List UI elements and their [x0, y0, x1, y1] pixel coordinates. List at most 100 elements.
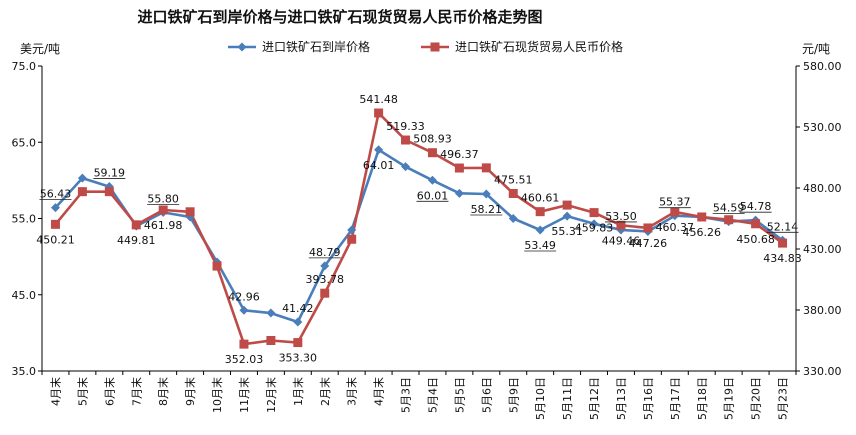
x-tick-label: 5月17日	[669, 377, 682, 420]
series-2-marker	[77, 187, 87, 197]
x-tick-label: 5月20日	[750, 377, 763, 420]
data-label: 53.50	[605, 210, 637, 223]
right-y-tick-label: 480.00	[803, 182, 842, 195]
x-tick-label: 3月末	[345, 377, 359, 406]
data-label: 475.51	[494, 173, 533, 186]
data-label: 460.37	[656, 221, 695, 234]
series-2-marker	[131, 220, 141, 230]
series-line-2	[54, 111, 784, 346]
data-label: 460.61	[521, 192, 560, 205]
x-tick-label: 5月23日	[777, 377, 790, 420]
series-2-marker	[778, 238, 788, 248]
data-label: 59.19	[94, 167, 126, 180]
x-tick-label: 7月末	[129, 377, 143, 406]
legend-label-series-1: 进口铁矿石到岸价格	[262, 39, 370, 54]
series-1-marker	[77, 173, 87, 183]
series-lines	[54, 111, 784, 346]
right-axis-unit: 元/吨	[802, 42, 830, 56]
x-tick-label: 1月末	[291, 377, 305, 406]
series-2-marker	[643, 223, 653, 233]
data-label: 519.33	[386, 120, 425, 133]
series-1-marker	[508, 214, 518, 223]
series-line-1	[54, 148, 784, 324]
right-y-tick-label: 430.00	[803, 243, 842, 256]
series-1-marker	[320, 261, 330, 271]
x-tick-label: 5月4日	[426, 377, 439, 413]
data-label: 56.43	[40, 188, 72, 201]
series-2-marker	[427, 148, 437, 158]
data-label: 353.30	[279, 352, 318, 365]
left-y-tick-label: 55.0	[12, 213, 37, 226]
data-label: 42.96	[228, 290, 260, 303]
data-label: 456.26	[683, 226, 722, 239]
left-y-tick-label: 65.0	[12, 136, 37, 149]
series-2-marker	[454, 163, 464, 173]
x-tick-label: 5月6日	[480, 377, 493, 413]
series-2-marker	[347, 234, 357, 244]
series-2-marker	[50, 219, 60, 229]
x-tick-label: 5月13日	[615, 377, 628, 420]
x-tick-label: 5月19日	[723, 377, 736, 420]
series-2-marker	[670, 207, 680, 217]
series-2-marker	[562, 200, 572, 210]
markers	[50, 108, 788, 349]
x-tick-label: 5月5日	[453, 377, 466, 413]
series-2-marker	[589, 208, 599, 218]
data-label: 52.14	[767, 220, 799, 233]
x-tick-label: 9月末	[183, 377, 197, 406]
left-y-tick-label: 75.0	[12, 60, 37, 73]
legend: 进口铁矿石到岸价格 进口铁矿石现货贸易人民币价格	[228, 39, 623, 54]
data-label: 449.46	[602, 234, 641, 247]
series-2-marker	[751, 219, 761, 229]
chart-title: 进口铁矿石到岸价格与进口铁矿石现货贸易人民币价格走势图	[137, 8, 542, 26]
x-tick-label: 5月18日	[696, 377, 709, 420]
data-label: 54.59	[713, 202, 745, 215]
series-2-marker	[104, 187, 114, 197]
series-2-marker	[212, 261, 222, 271]
x-tick-label: 4月末	[48, 377, 62, 406]
data-labels: 56.43 59.19 55.80 42.96 41.42 48.79 64.01 60.01…	[36, 93, 802, 366]
x-tick-label: 10月末	[210, 377, 224, 413]
series-1-marker	[427, 175, 437, 185]
series-1-marker	[293, 317, 303, 327]
series-2-marker	[320, 288, 330, 298]
series-2-marker	[293, 338, 303, 348]
x-tick-label: 8月末	[156, 377, 170, 406]
legend-marker-series-1	[237, 42, 247, 52]
x-tick-label: 12月末	[264, 377, 278, 413]
data-label: 60.01	[417, 189, 449, 202]
data-label: 459.83	[575, 222, 614, 235]
x-tick-label: 2月末	[318, 377, 332, 406]
x-tick-label: 5月3日	[400, 377, 413, 413]
data-label: 48.79	[309, 246, 341, 259]
series-2-marker	[401, 135, 411, 145]
data-label: 55.80	[147, 192, 179, 205]
series-1-marker	[266, 308, 276, 318]
x-tick-label: 5月9日	[507, 377, 520, 413]
legend-marker-series-2	[430, 42, 440, 52]
data-label: 41.42	[282, 302, 314, 315]
series-2-marker	[508, 188, 518, 198]
series-1-marker	[50, 203, 60, 213]
legend-label-series-2: 进口铁矿石现货贸易人民币价格	[455, 39, 623, 54]
x-tick-label: 5月末	[75, 377, 89, 406]
data-label: 54.78	[740, 200, 772, 213]
axes: 35.0 45.0 55.0 65.0 75.0 330.00 380.00 430.00 48…	[12, 60, 842, 420]
series-2-marker	[724, 215, 734, 225]
series-1-marker	[481, 189, 491, 199]
series-1-marker	[401, 162, 411, 172]
data-label: 55.31	[551, 225, 583, 238]
series-1-marker	[589, 219, 599, 229]
series-2-marker	[374, 108, 384, 118]
series-1-marker	[535, 225, 545, 235]
series-2-marker	[616, 220, 626, 230]
data-label: 461.98	[144, 219, 183, 232]
series-1-marker	[562, 211, 572, 221]
right-y-tick-label: 330.00	[803, 365, 842, 378]
series-2-marker	[481, 163, 491, 173]
series-2-marker	[535, 207, 545, 217]
data-label: 352.03	[225, 353, 264, 366]
data-label: 64.01	[363, 159, 395, 172]
